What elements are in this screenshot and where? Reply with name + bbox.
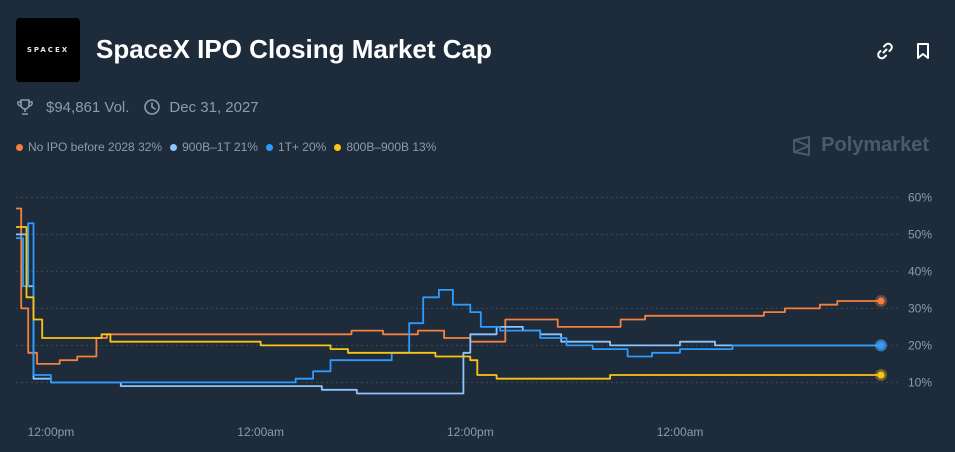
brand-name: Polymarket bbox=[821, 134, 929, 156]
y-tick-label: 40% bbox=[908, 264, 932, 278]
x-tick-label: 12:00pm bbox=[447, 425, 494, 439]
polymarket-brand: Polymarket bbox=[791, 134, 929, 157]
legend-dot bbox=[334, 143, 342, 151]
bookmark-icon[interactable] bbox=[914, 42, 932, 60]
series-end-dot[interactable] bbox=[877, 297, 885, 305]
x-tick-label: 12:00pm bbox=[28, 425, 75, 439]
clock-icon bbox=[144, 99, 161, 115]
legend-label: 1T+ 20% bbox=[277, 140, 327, 154]
y-tick-label: 20% bbox=[908, 338, 932, 352]
legend-label: 900B–1T 21% bbox=[182, 140, 258, 154]
x-tick-label: 12:00am bbox=[657, 425, 704, 439]
legend-entry-800b-900b[interactable]: 800B–900B 13% bbox=[334, 140, 436, 154]
y-tick-label: 10% bbox=[908, 375, 932, 389]
series-line-0[interactable] bbox=[16, 207, 881, 365]
volume-info: $94,861 Vol. bbox=[16, 98, 129, 116]
series-line-1[interactable] bbox=[16, 233, 881, 395]
end-date-info: Dec 31, 2027 bbox=[143, 98, 259, 116]
chart-legend: No IPO before 2028 32% 900B–1T 21% 1T+ 2… bbox=[16, 140, 444, 154]
y-tick-label: 30% bbox=[908, 301, 932, 315]
legend-entry-900b-1t[interactable]: 900B–1T 21% bbox=[170, 140, 258, 154]
x-tick-label: 12:00am bbox=[237, 425, 284, 439]
legend-label: No IPO before 2028 32% bbox=[28, 140, 163, 154]
series-end-dot[interactable] bbox=[877, 341, 885, 349]
end-date-text: Dec 31, 2027 bbox=[169, 98, 259, 116]
legend-label: 800B–900B 13% bbox=[346, 140, 437, 154]
series-end-dot[interactable] bbox=[877, 371, 885, 379]
y-tick-label: 50% bbox=[908, 227, 932, 241]
volume-text: $94,861 Vol. bbox=[46, 98, 130, 116]
page-title: SpaceX IPO Closing Market Cap bbox=[96, 34, 492, 64]
y-tick-label: 60% bbox=[908, 190, 932, 204]
line-chart: 10% 20% 30% 40% 50% 60% 12:00pm 12:00am 12:00pm 1… bbox=[16, 190, 932, 439]
legend-dot bbox=[265, 143, 273, 151]
market-logo: SPACEX bbox=[16, 18, 80, 82]
legend-dot bbox=[170, 143, 178, 151]
legend-dot bbox=[16, 143, 23, 151]
polymarket-logo-icon bbox=[793, 135, 811, 156]
market-meta: $94,861 Vol. Dec 31, 2027 bbox=[16, 98, 273, 116]
legend-entry-1t-plus[interactable]: 1T+ 20% bbox=[265, 140, 327, 154]
trophy-icon bbox=[17, 99, 33, 115]
series-line-3[interactable] bbox=[16, 226, 881, 380]
series-line-2[interactable] bbox=[16, 222, 881, 384]
logo-text: SPACEX bbox=[26, 46, 70, 54]
legend-entry-no-ipo[interactable]: No IPO before 2028 32% bbox=[16, 140, 162, 154]
link-icon[interactable] bbox=[876, 42, 894, 60]
